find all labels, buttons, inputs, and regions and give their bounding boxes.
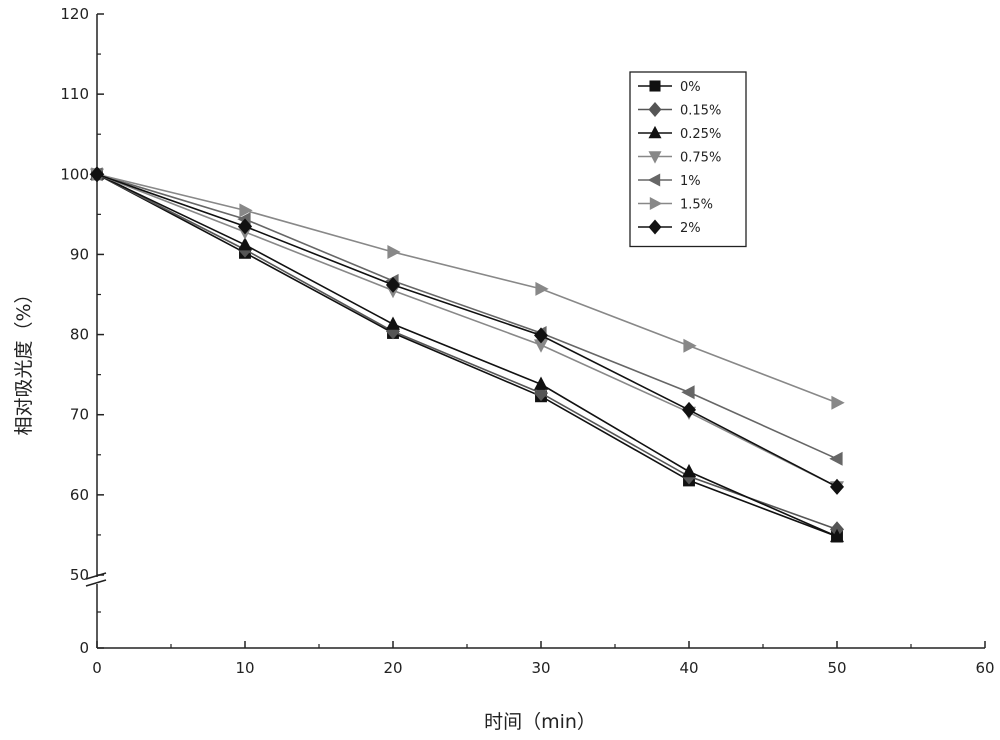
y-tick-label: 120 [60,5,89,23]
series-line [96,173,838,538]
legend-item: 1.5% [638,197,713,213]
legend-item: 0.75% [638,151,721,166]
y-tick-label: 60 [70,486,89,504]
legend-item: 0.15% [638,102,721,119]
x-tick-label: 10 [235,659,254,677]
legend-marker [649,80,661,92]
data-point [535,281,549,296]
legend: 0% 0.15% 0.25% 0.75% 1% 1.5% 2% [629,71,747,248]
y-axis-break-mark [85,579,107,587]
legend-box [629,71,747,248]
legend-label: 1.5% [680,198,713,213]
y-tick-label: 50 [70,566,89,584]
y-tick-label: 0 [79,639,89,657]
data-point [682,401,696,418]
legend-item: 0.25% [638,125,721,142]
data-point [683,338,697,353]
axes: 0 10 20 30 40 50 60 0 50 60 70 80 90 100 110 120 [60,5,994,677]
legend-label: 0.15% [680,104,721,119]
x-tick-label: 0 [92,659,102,677]
legend-marker [647,173,661,187]
data-point [386,276,400,293]
legend-item: 1% [638,173,701,189]
data-point [534,327,548,344]
data-point [830,528,844,543]
legend-marker [648,102,662,117]
data-point [682,463,696,478]
legend-marker [648,151,662,164]
series-line [96,173,838,538]
y-axis-title: 相对吸光度（%） [13,284,35,435]
legend-label: 0.25% [680,127,721,142]
legend-item: 0% [638,80,701,95]
x-tick-label: 20 [383,659,402,677]
series-layer [89,166,845,543]
x-tick-label: 30 [531,659,550,677]
legend-label: 1% [680,174,701,189]
legend-item: 2% [638,219,701,236]
series-5 [91,167,845,410]
series-6 [90,166,844,495]
legend-marker [648,219,662,235]
y-tick-label: 70 [70,406,89,424]
data-point [831,395,845,410]
data-point [90,166,104,183]
x-tick-label: 60 [975,659,994,677]
series-line [96,173,838,404]
y-tick-label: 80 [70,326,89,344]
data-point [681,385,695,400]
y-axis-break-mark [85,572,107,580]
data-point [238,237,252,251]
y-tick-label: 110 [60,85,89,103]
series-line [96,173,838,488]
y-tick-label: 100 [60,165,89,183]
data-point [238,218,252,235]
legend-label: 2% [680,221,701,236]
data-point [830,478,844,495]
series-line [96,173,838,460]
series-line [96,173,838,488]
y-tick-label: 90 [70,245,89,263]
series-line [96,173,838,531]
data-point [239,203,253,218]
data-point [386,323,400,340]
data-point [534,339,548,353]
x-tick-label: 50 [827,659,846,677]
data-point [534,376,548,390]
legend-label: 0% [680,80,701,95]
data-point [829,451,843,466]
x-tick-label: 40 [679,659,698,677]
legend-marker [649,197,663,210]
data-point [386,316,400,330]
x-axis-title: 时间（min） [484,711,596,733]
legend-marker [648,125,662,139]
data-point [387,245,401,260]
legend-label: 0.75% [680,151,721,166]
